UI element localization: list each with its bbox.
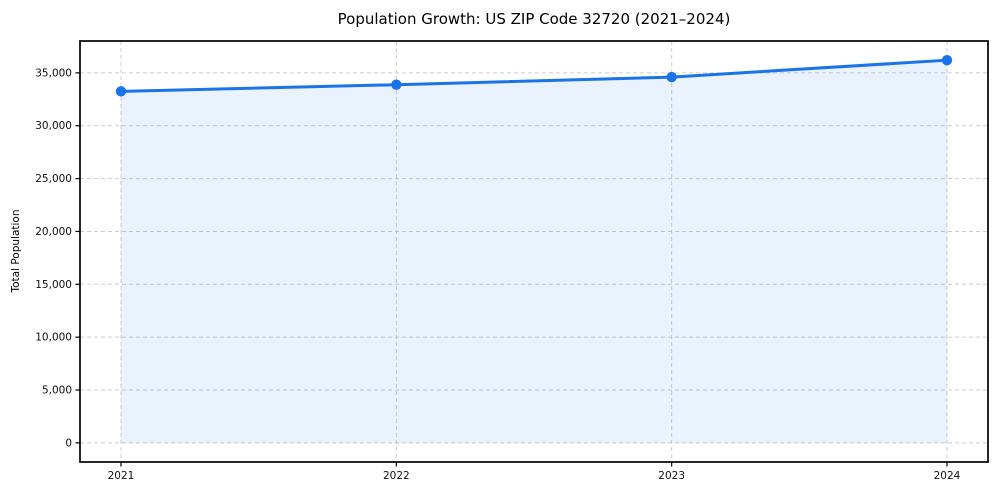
- population-line: [119, 58, 949, 93]
- x-tick-label: 2021: [108, 470, 135, 482]
- y-tick-label: 0: [65, 437, 72, 449]
- x-tick-label: 2022: [383, 470, 410, 482]
- area-fill: [121, 60, 947, 443]
- data-point-2022: [391, 79, 402, 90]
- data-points: [115, 54, 953, 97]
- y-tick-label: 5,000: [42, 385, 72, 397]
- axis-ticks: 0 5,000 10,000 15,000 20,000 25,000 30,000 35,0…: [35, 67, 960, 482]
- x-tick-label: 2023: [658, 470, 685, 482]
- grid-lines: [80, 41, 988, 462]
- y-tick-label: 25,000: [35, 173, 72, 185]
- data-point-2024: [941, 54, 953, 66]
- data-point-2023: [666, 71, 677, 83]
- plot-border: [79, 40, 989, 463]
- x-tick-label: 2024: [934, 470, 961, 482]
- data-point-2021: [115, 86, 127, 97]
- y-tick-label: 30,000: [35, 120, 72, 132]
- y-tick-label: 15,000: [35, 279, 72, 291]
- chart-title: Population Growth: US ZIP Code 32720 (20…: [337, 10, 731, 28]
- y-tick-label: 10,000: [35, 332, 72, 344]
- y-tick-label: 20,000: [35, 226, 72, 238]
- y-tick-label: 35,000: [35, 67, 72, 79]
